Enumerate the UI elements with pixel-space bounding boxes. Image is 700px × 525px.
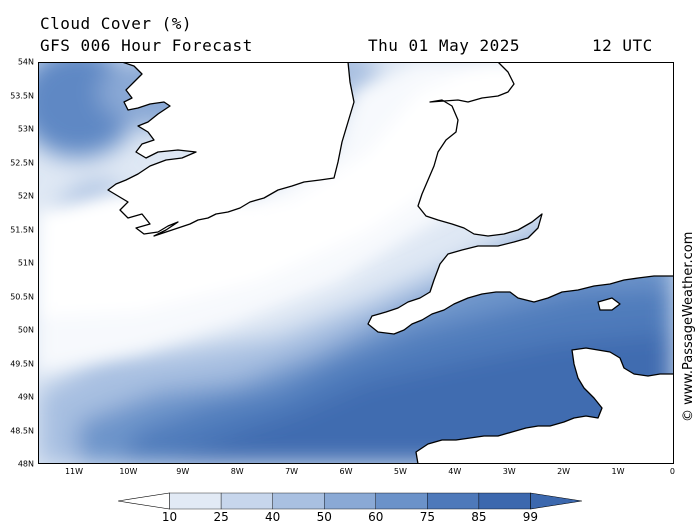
legend-color-cell: [375, 492, 428, 510]
longitude-label: 4W: [448, 467, 462, 476]
forecast-subtitle: GFS 006 Hour Forecast: [40, 36, 253, 55]
france-coast: [415, 347, 674, 464]
coastlines: [107, 62, 674, 464]
legend-color-cell: [220, 492, 273, 510]
cloud-cover-legend: [118, 492, 582, 510]
legend-tick-label: 60: [368, 510, 384, 524]
latitude-label: 52.5N: [10, 158, 34, 167]
legend-tick-label: 50: [316, 510, 332, 524]
forecast-date: Thu 01 May 2025: [368, 36, 520, 55]
watermark-text: © www.PassageWeather.com: [681, 232, 696, 422]
latitude-label: 49N: [17, 392, 34, 402]
latitude-label: 53.5N: [10, 91, 34, 100]
legend-tick-label: 99: [522, 510, 539, 524]
longitude-label: 6W: [339, 467, 353, 476]
longitude-label: 1W: [611, 467, 625, 476]
longitude-label: 5W: [393, 467, 407, 476]
legend-low-arrow: [118, 492, 170, 510]
map-title: Cloud Cover (%): [40, 14, 192, 33]
latitude-label: 53N: [17, 124, 34, 134]
forecast-time: 12 UTC: [592, 36, 653, 55]
latitude-label: 48.5N: [10, 426, 34, 435]
ireland-coast: [107, 62, 355, 237]
latitude-label: 54N: [17, 57, 34, 67]
wales-england-coast: [367, 62, 674, 335]
legend-color-cell: [478, 492, 531, 510]
isle-of-wight: [597, 297, 621, 311]
longitude-label: 3W: [502, 467, 516, 476]
longitude-label: 9W: [176, 467, 190, 476]
longitude-label: 8W: [230, 467, 244, 476]
cloud-cover-map: [38, 62, 674, 464]
legend-tick-label: 75: [419, 510, 435, 524]
legend-color-cell: [169, 492, 222, 510]
legend-color-cell: [272, 492, 325, 510]
legend-tick-label: 10: [161, 510, 178, 524]
longitude-label: 10W: [119, 467, 138, 476]
legend-tick-label: 25: [213, 510, 229, 524]
legend-tick-label: 85: [471, 510, 487, 524]
longitude-label: 2W: [557, 467, 571, 476]
legend-color-cell: [324, 492, 376, 510]
latitude-label: 49.5N: [10, 359, 34, 368]
legend-tick-label: 40: [265, 510, 281, 524]
longitude-label: 0: [669, 467, 675, 476]
longitude-label: 7W: [285, 467, 299, 476]
latitude-label: 48N: [17, 459, 34, 469]
map-frame: [38, 62, 674, 464]
latitude-label: 51N: [17, 258, 34, 268]
watermark: © www.PassageWeather.com: [681, 232, 696, 422]
latitude-label: 50.5N: [10, 292, 34, 301]
latitude-label: 50N: [17, 325, 34, 335]
legend-color-cell: [427, 492, 480, 510]
latitude-label: 52N: [17, 191, 34, 201]
legend-color-cells: [118, 492, 582, 510]
legend-high-arrow: [530, 492, 582, 510]
latitude-label: 51.5N: [10, 225, 34, 234]
longitude-label: 11W: [64, 467, 84, 476]
